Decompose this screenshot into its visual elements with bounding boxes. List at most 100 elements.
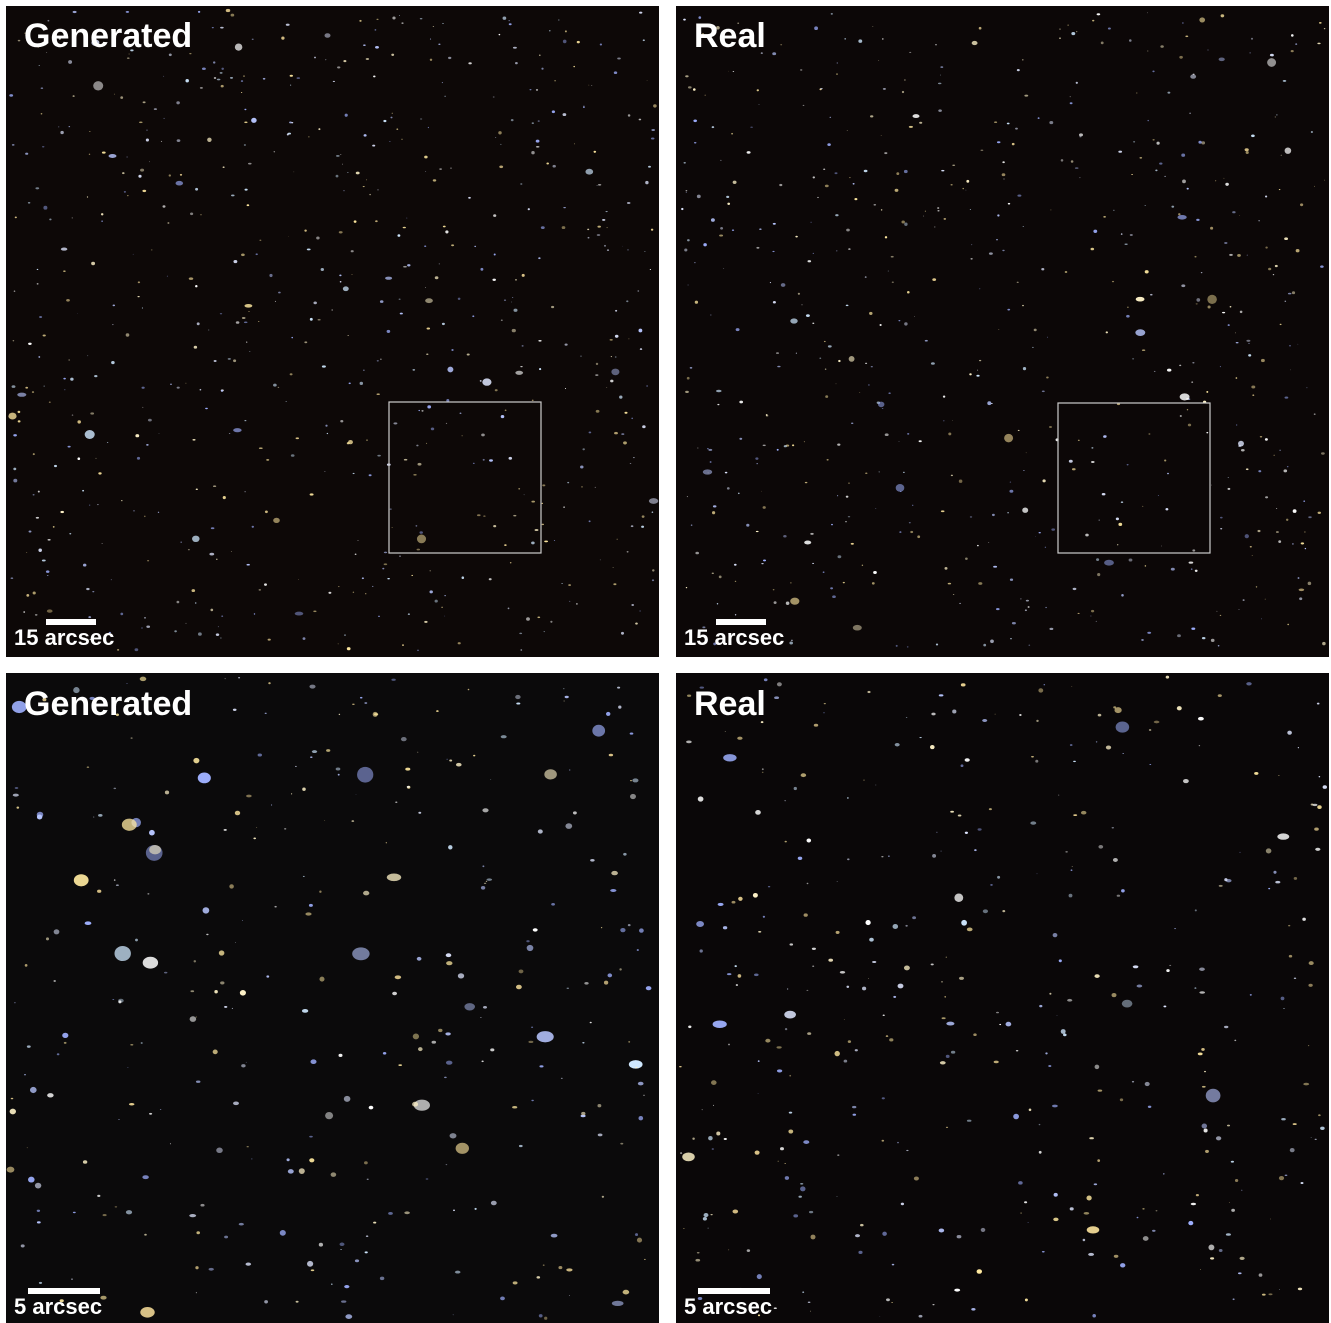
galaxy [837, 1154, 839, 1155]
galaxy [273, 384, 277, 387]
galaxy [614, 432, 618, 435]
galaxy [871, 366, 873, 367]
galaxy [635, 1233, 638, 1236]
galaxy [38, 491, 40, 493]
galaxy [904, 322, 907, 325]
galaxy [14, 1002, 16, 1003]
galaxy [407, 264, 410, 266]
galaxy [784, 800, 785, 801]
galaxy [146, 444, 149, 446]
galaxy [1182, 22, 1184, 23]
galaxy [838, 555, 842, 558]
galaxy [1121, 889, 1125, 892]
galaxy [810, 533, 813, 535]
galaxy [1143, 1236, 1149, 1241]
galaxy [1149, 729, 1152, 731]
galaxy [522, 274, 525, 277]
galaxy [1116, 518, 1119, 521]
galaxy [450, 1133, 457, 1138]
galaxy [969, 373, 972, 375]
page: Generated 15 arcsec Real 15 arcsec Gener… [0, 0, 1331, 1323]
galaxy [793, 1214, 798, 1217]
galaxy [959, 480, 963, 483]
galaxy [1163, 1173, 1165, 1174]
galaxy [576, 603, 578, 605]
galaxy [869, 312, 873, 315]
galaxy [1145, 565, 1147, 567]
galaxy [993, 566, 997, 568]
galaxy [68, 360, 70, 361]
galaxy [8, 413, 16, 420]
galaxy [1290, 1148, 1295, 1152]
galaxy [600, 44, 602, 46]
galaxy [202, 67, 206, 70]
galaxy [591, 85, 592, 86]
galaxy [425, 298, 433, 303]
galaxy [38, 356, 40, 357]
galaxy [875, 785, 876, 786]
galaxy [233, 428, 241, 432]
galaxy [297, 77, 301, 79]
galaxy [85, 921, 92, 925]
galaxy [338, 644, 339, 645]
galaxy [823, 169, 825, 171]
galaxy [1291, 34, 1294, 37]
galaxy [1155, 170, 1157, 172]
galaxy [185, 383, 186, 384]
galaxy [1196, 298, 1200, 302]
galaxy [48, 539, 51, 541]
galaxy [205, 408, 208, 409]
galaxy [305, 912, 311, 915]
galaxy [1142, 1208, 1144, 1209]
galaxy [1323, 785, 1327, 789]
galaxy [569, 601, 570, 602]
galaxy [814, 26, 818, 30]
galaxy [1306, 387, 1307, 388]
galaxy [1236, 342, 1239, 343]
galaxy [640, 348, 642, 350]
galaxy [695, 1259, 700, 1262]
galaxy [288, 1169, 294, 1173]
galaxy [386, 842, 387, 843]
galaxy [21, 1244, 25, 1247]
galaxy [712, 126, 715, 128]
galaxy [738, 897, 743, 901]
galaxy [680, 1152, 682, 1154]
galaxy [364, 1161, 368, 1164]
galaxy [333, 81, 335, 82]
galaxy [1258, 220, 1259, 221]
galaxy [190, 990, 194, 992]
galaxy [230, 77, 233, 78]
galaxy [931, 963, 934, 965]
galaxy [214, 77, 216, 79]
galaxy [919, 1315, 923, 1318]
galaxy [937, 210, 939, 212]
galaxy [83, 1160, 87, 1164]
galaxy [970, 516, 972, 517]
galaxy [1319, 22, 1322, 24]
galaxy [489, 578, 492, 580]
galaxy [837, 495, 838, 496]
galaxy [412, 369, 415, 370]
galaxy [723, 926, 727, 929]
galaxy [1068, 25, 1069, 26]
galaxy [28, 202, 31, 204]
galaxy [147, 893, 149, 894]
galaxy [1208, 1244, 1214, 1250]
galaxy [243, 75, 245, 76]
galaxy [1127, 464, 1129, 465]
galaxy [25, 387, 28, 389]
galaxy [216, 633, 219, 636]
galaxy [244, 144, 246, 146]
galaxy [242, 920, 243, 921]
galaxy [195, 285, 197, 287]
galaxy [940, 66, 943, 68]
galaxy [635, 623, 638, 625]
galaxy [1265, 196, 1267, 198]
galaxy [309, 904, 313, 907]
galaxy [1091, 447, 1093, 449]
galaxy [62, 1033, 68, 1038]
galaxy [628, 1041, 630, 1043]
galaxy [13, 340, 15, 341]
galaxy [238, 677, 240, 678]
